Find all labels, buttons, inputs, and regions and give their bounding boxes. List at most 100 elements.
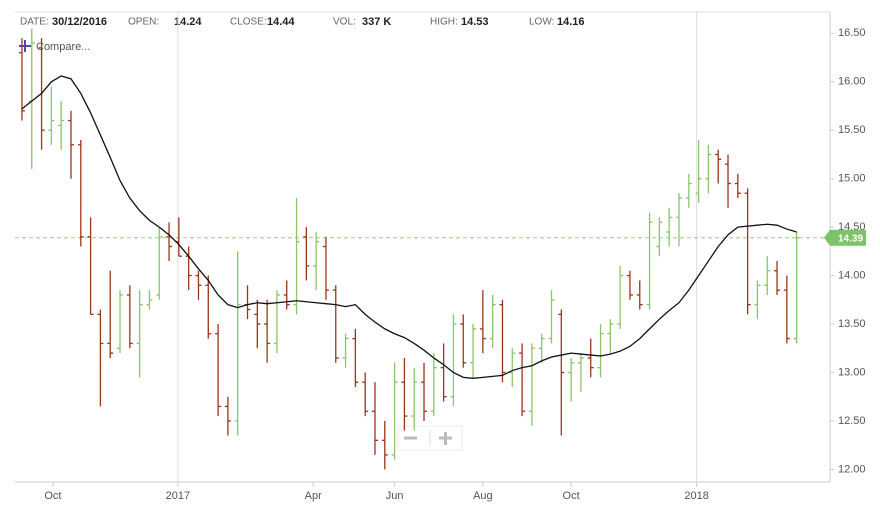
ohlc-bar: [440, 343, 447, 402]
ohlc-bar: [273, 290, 280, 354]
ohlc-bar: [87, 217, 94, 316]
ohlc-bar: [195, 270, 202, 300]
x-tick-label: Oct: [44, 490, 61, 502]
header-label: DATE:: [20, 17, 49, 28]
ohlc-bar: [322, 236, 329, 300]
ohlc-bar: [587, 338, 594, 378]
header-value: 14.44: [267, 16, 295, 28]
y-tick-label: 16.00: [838, 76, 866, 88]
last-price-tag: [824, 229, 866, 246]
ohlc-bar: [18, 38, 25, 121]
y-tick-label: 13.50: [838, 318, 866, 330]
ohlc-bar: [352, 328, 359, 388]
ohlc-bar: [666, 207, 673, 247]
ohlc-bar: [205, 275, 212, 339]
ohlc-bar: [303, 227, 310, 281]
header-value: 337 K: [362, 16, 391, 28]
ohlc-bar: [67, 110, 74, 179]
ohlc-bar: [234, 251, 241, 436]
compare-label[interactable]: Compare...: [36, 41, 90, 53]
ohlc-bar: [626, 270, 633, 300]
header-label: VOL:: [333, 17, 356, 28]
ohlc-bar: [450, 314, 457, 407]
header-value: 14.16: [557, 16, 585, 28]
ohlc-bar: [783, 275, 790, 344]
ohlc-bar: [734, 173, 741, 199]
ohlc-bar: [725, 154, 732, 208]
zoom-controls: [397, 425, 463, 451]
plus-icon: [19, 40, 31, 52]
ohlc-bar: [558, 309, 565, 436]
x-tick-label: Oct: [563, 490, 580, 502]
ohlc-bar: [401, 357, 408, 431]
ohlc-bar: [538, 333, 545, 363]
ohlc-bar: [126, 285, 133, 349]
ohlc-bar: [117, 290, 124, 354]
ohlc-bar: [636, 280, 643, 310]
ohlc-bar: [479, 290, 486, 354]
ohlc-bar: [146, 290, 153, 310]
ohlc-bar: [136, 290, 143, 378]
ohlc-bar: [421, 362, 428, 421]
ohlc-bar: [597, 324, 604, 378]
ohlc-bar: [411, 367, 418, 431]
ohlc-bar: [519, 343, 526, 417]
ohlc-bar: [548, 290, 555, 344]
ohlc-bar: [764, 256, 771, 295]
ohlc-bar: [646, 212, 653, 310]
ohlc-bar: [774, 261, 781, 295]
x-tick-label: 2018: [684, 490, 708, 502]
ohlc-bar: [499, 299, 506, 383]
header-value: 30/12/2016: [52, 16, 107, 28]
header-value: 14.53: [461, 16, 489, 28]
moving-average: [21, 75, 797, 379]
ohlc-bar: [77, 139, 84, 247]
ohlc-bar: [362, 372, 369, 417]
x-tick-label: 2017: [166, 490, 190, 502]
ohlc-bar: [705, 144, 712, 194]
ohlc-bar: [391, 362, 398, 460]
y-tick-label: 15.50: [838, 124, 866, 136]
last-price-label: 14.39: [838, 233, 863, 244]
ohlc-bar: [224, 396, 231, 436]
ohlc-bar: [715, 149, 722, 184]
compare-button[interactable]: Compare...: [19, 40, 90, 53]
x-tick-label: Aug: [473, 490, 493, 502]
ohlc-bar: [489, 294, 496, 349]
y-tick-label: 13.00: [838, 366, 866, 378]
ohlc-bar: [470, 324, 477, 378]
ohlc-bar: [568, 357, 575, 402]
header-value: 14.24: [174, 16, 202, 28]
ohlc-bar: [48, 86, 55, 145]
y-tick-label: 16.50: [838, 27, 866, 39]
ohlc-bar: [695, 139, 702, 203]
ohlc-bar: [97, 309, 104, 407]
ohlc-bar: [58, 101, 65, 150]
ohlc-bar: [371, 382, 378, 455]
ohlc-bar: [254, 299, 261, 349]
ohlc-bar: [313, 231, 320, 291]
ohlc-bar: [156, 227, 163, 300]
y-tick-label: 14.00: [838, 269, 866, 281]
zoom-in[interactable]: [439, 432, 452, 445]
ohlc-bar: [754, 280, 761, 320]
ohlc-bar: [675, 193, 682, 247]
header-label: CLOSE:: [230, 17, 267, 28]
ohlc-bar: [577, 353, 584, 392]
ohlc-bar: [617, 265, 624, 329]
ohlc-bar: [342, 333, 349, 368]
ohlc-bar: [744, 188, 751, 315]
ohlc-bar: [793, 231, 800, 344]
y-tick-label: 15.00: [838, 173, 866, 185]
header-label: HIGH:: [430, 17, 458, 28]
x-tick-label: Apr: [305, 490, 322, 502]
ohlc-bar: [293, 198, 300, 315]
ohlc-bar: [283, 280, 290, 310]
y-tick-label: 12.00: [838, 463, 866, 475]
ohlc-bar: [528, 343, 535, 426]
ohlc-bar: [430, 353, 437, 417]
x-tick-label: Jun: [386, 490, 404, 502]
ohlc-bar: [107, 270, 114, 358]
ohlc-bar: [607, 319, 614, 354]
y-tick-label: 12.50: [838, 415, 866, 427]
